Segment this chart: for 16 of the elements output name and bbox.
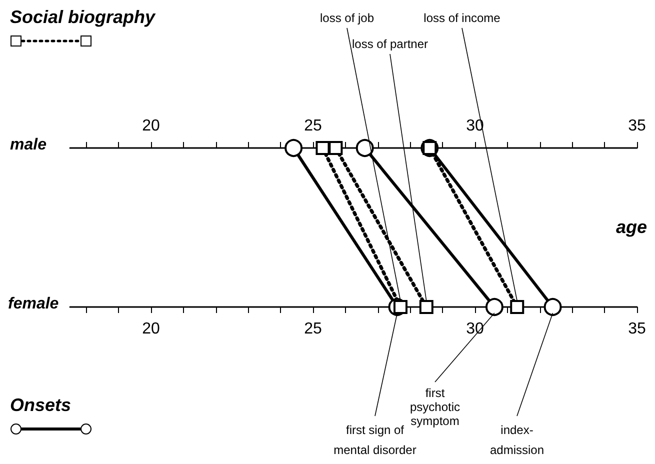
annotation: loss of partner <box>352 37 428 51</box>
text: female <box>8 296 59 312</box>
text: Social biography <box>10 7 156 27</box>
text: Onsets <box>10 395 72 415</box>
x2-tick-label: 25 <box>304 118 322 134</box>
x2-tick-label: 20 <box>142 118 160 134</box>
text: male <box>10 136 47 154</box>
annotation: loss of income <box>424 11 501 25</box>
x-tick-label: 35 <box>628 320 646 338</box>
x-tick-label: 25 <box>304 320 322 338</box>
annotation: index- admission <box>490 423 544 457</box>
x-tick-label: 20 <box>142 320 160 338</box>
annotation: loss of job <box>320 11 374 25</box>
x-axis-title: age <box>616 217 648 237</box>
x2-tick-label: 35 <box>628 118 646 134</box>
annotation: first psychotic symptom <box>410 386 460 428</box>
